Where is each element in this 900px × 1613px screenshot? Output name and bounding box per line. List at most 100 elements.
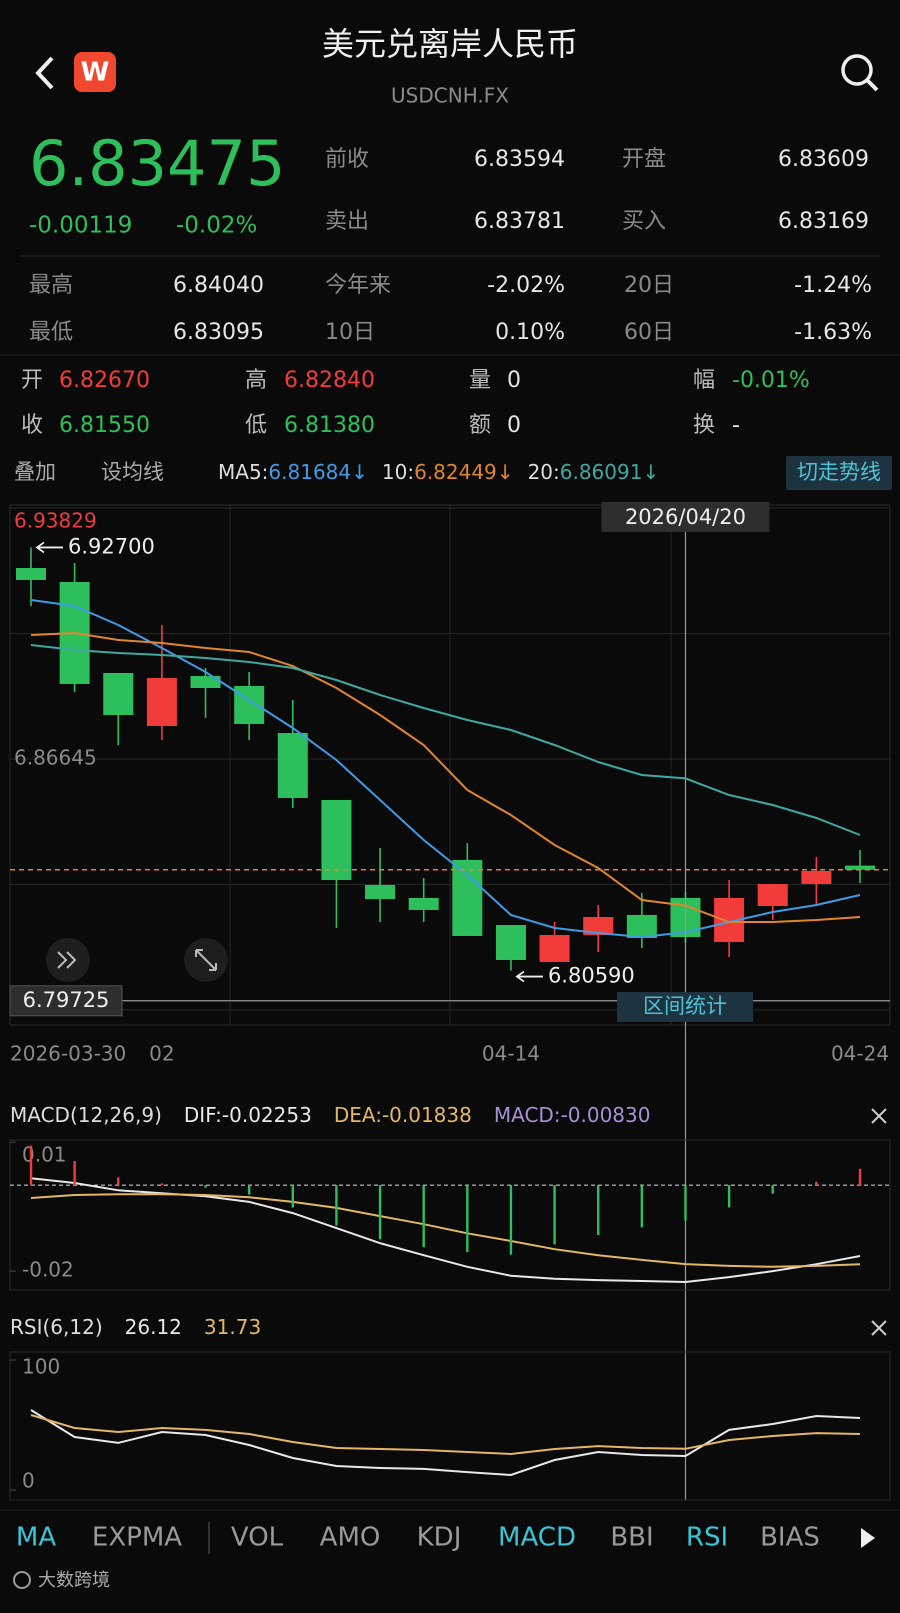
close-button[interactable] — [871, 1108, 887, 1124]
legend-trend: ↓ — [642, 460, 659, 484]
bar-info-label: 低 — [245, 413, 267, 438]
indicator-tab[interactable]: AMO — [320, 1523, 381, 1553]
bar-info-value: 6.82670 — [59, 368, 150, 393]
field-label: 卖出 — [325, 209, 369, 234]
candle-body — [495, 924, 526, 960]
x-tick-label: 2026-03-30 — [10, 1042, 126, 1066]
search-button[interactable] — [841, 54, 879, 92]
x-tick-label: 02 — [149, 1042, 174, 1066]
last-price: 6.83475 — [29, 127, 285, 200]
app-icon — [74, 52, 116, 92]
macd-bar — [29, 1145, 33, 1186]
legend-value: 26.12 — [125, 1315, 182, 1339]
indicator-frame — [9, 1351, 891, 1501]
change-percent: -0.02% — [176, 213, 257, 239]
title: 美元兑离岸人民币 — [322, 25, 578, 63]
macd-bar — [771, 1185, 774, 1194]
annotation-arrow — [515, 970, 543, 983]
legend-value: 6.81684 — [268, 460, 351, 484]
x-tick-label: 04-14 — [482, 1042, 540, 1066]
indicator-tab[interactable]: MACD — [498, 1523, 576, 1553]
macd-bar — [509, 1185, 513, 1255]
overlay-button[interactable]: 叠加 — [14, 460, 56, 484]
legend-name: DIF: — [184, 1103, 222, 1127]
legend-name: DEA: — [334, 1103, 382, 1127]
indicator-tab[interactable]: MA — [16, 1523, 56, 1553]
stat-value: 6.83095 — [173, 320, 264, 345]
bar-info-label: 量 — [469, 368, 491, 393]
macd-bar — [858, 1168, 862, 1186]
y-tick-label: 6.93829 — [14, 509, 97, 533]
indicator-tab[interactable]: EXPMA — [92, 1523, 182, 1553]
back-button[interactable] — [35, 56, 54, 90]
legend-value: -0.02253 — [222, 1103, 312, 1127]
crosshair-date-box — [601, 502, 770, 532]
legend-value: 6.82449 — [414, 460, 497, 484]
legend-name: 20: — [528, 460, 560, 484]
macd-bar — [597, 1185, 600, 1235]
symbol-code: USDCNH.FX — [391, 84, 509, 108]
indicator-line — [30, 1409, 861, 1477]
bar-info-value: 6.81380 — [284, 413, 375, 438]
ma-line — [30, 599, 861, 939]
legend-trend: ↓ — [497, 460, 514, 484]
bar-info-label: 高 — [245, 368, 267, 393]
macd-bar — [553, 1185, 556, 1245]
y-tick-label: -0.02 — [22, 1258, 74, 1282]
app-icon-letter: W — [81, 58, 110, 88]
field-label: 开盘 — [622, 147, 666, 172]
indicator-tab[interactable]: RSI — [686, 1523, 728, 1553]
legend-value: 6.86091 — [560, 460, 643, 484]
annotation-arrow — [35, 541, 63, 554]
macd-bar — [247, 1185, 251, 1195]
stat-label: 10日 — [325, 320, 375, 345]
candle-body — [757, 883, 788, 906]
field-value: 6.83169 — [778, 209, 869, 234]
range-stats-bg[interactable] — [617, 992, 753, 1022]
set-ma-button[interactable]: 设均线 — [101, 460, 164, 484]
macd-bar — [640, 1185, 644, 1228]
switch-button[interactable]: 切走势线 — [797, 460, 881, 484]
indicator-frame — [9, 1139, 891, 1291]
macd-bar — [291, 1185, 294, 1208]
crosshair-price: 6.79725 — [23, 988, 110, 1012]
watermark: 大数跨境 — [38, 1570, 110, 1591]
y-tick-label: 0 — [22, 1469, 35, 1493]
expand-button[interactable] — [46, 938, 90, 982]
bar-info-label: 换 — [693, 413, 715, 438]
range-stats-button[interactable]: 区间统计 — [643, 994, 727, 1018]
annotation-label: 6.80590 — [548, 964, 635, 988]
indicator-tab[interactable]: VOL — [231, 1523, 284, 1553]
bar-info-label: 幅 — [693, 368, 715, 393]
macd-bar — [335, 1185, 338, 1226]
macd-bar — [422, 1185, 425, 1248]
macd-bar — [466, 1185, 469, 1253]
indicator-legend: MACD(12,26,9) DIF:-0.02253 DEA:-0.01838 MAC… — [10, 1103, 650, 1127]
candle-body — [365, 884, 396, 899]
indicator-title: MACD(12,26,9) — [10, 1103, 162, 1127]
bar-info-value: -0.01% — [732, 368, 810, 393]
candle-body — [16, 567, 46, 581]
candle-body — [234, 685, 265, 724]
annotation-label: 6.92700 — [68, 534, 155, 558]
candle-body — [539, 934, 570, 962]
stat-value: -2.02% — [487, 273, 565, 298]
stat-label: 最低 — [29, 320, 73, 345]
stat-label: 60日 — [624, 320, 674, 345]
indicator-tab[interactable]: BIAS — [760, 1523, 820, 1553]
more-tabs[interactable] — [861, 1528, 875, 1548]
legend-value: -0.00830 — [561, 1103, 651, 1127]
stat-value: 6.84040 — [173, 273, 264, 298]
bar-info-label: 开 — [21, 368, 43, 393]
legend-trend: ↓ — [351, 460, 368, 484]
indicator-tab[interactable]: BBI — [610, 1523, 653, 1553]
switch-button-bg[interactable] — [786, 456, 892, 490]
legend-name: MA5: — [218, 460, 268, 484]
close-button[interactable] — [871, 1320, 887, 1336]
indicator-tab[interactable]: KDJ — [417, 1523, 462, 1553]
macd-bar — [160, 1183, 164, 1186]
legend-value: 31.73 — [204, 1315, 261, 1339]
x-tick-label: 04-24 — [831, 1042, 889, 1066]
candle-body — [452, 859, 483, 936]
